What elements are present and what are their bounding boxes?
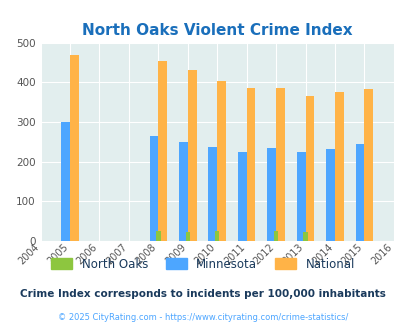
Bar <box>215 231 219 241</box>
Bar <box>185 232 190 241</box>
Bar <box>61 122 70 241</box>
Title: North Oaks Violent Crime Index: North Oaks Violent Crime Index <box>82 22 352 38</box>
Bar <box>334 92 343 241</box>
Bar <box>156 231 160 241</box>
Text: © 2025 CityRating.com - https://www.cityrating.com/crime-statistics/: © 2025 CityRating.com - https://www.city… <box>58 313 347 322</box>
Bar <box>273 231 277 241</box>
Bar <box>179 142 187 241</box>
Bar <box>70 55 79 241</box>
Bar <box>149 136 158 241</box>
Legend: North Oaks, Minnesota, National: North Oaks, Minnesota, National <box>46 253 359 275</box>
Bar <box>355 144 363 241</box>
Bar <box>303 232 307 241</box>
Bar <box>188 70 196 241</box>
Bar <box>325 149 334 241</box>
Bar <box>246 88 255 241</box>
Bar <box>296 152 305 241</box>
Bar <box>275 88 284 241</box>
Bar <box>305 96 313 241</box>
Bar <box>217 81 226 241</box>
Bar <box>158 61 167 241</box>
Bar <box>266 148 275 241</box>
Bar <box>208 147 217 241</box>
Bar <box>363 89 372 241</box>
Bar <box>237 152 246 241</box>
Text: Crime Index corresponds to incidents per 100,000 inhabitants: Crime Index corresponds to incidents per… <box>20 289 385 299</box>
